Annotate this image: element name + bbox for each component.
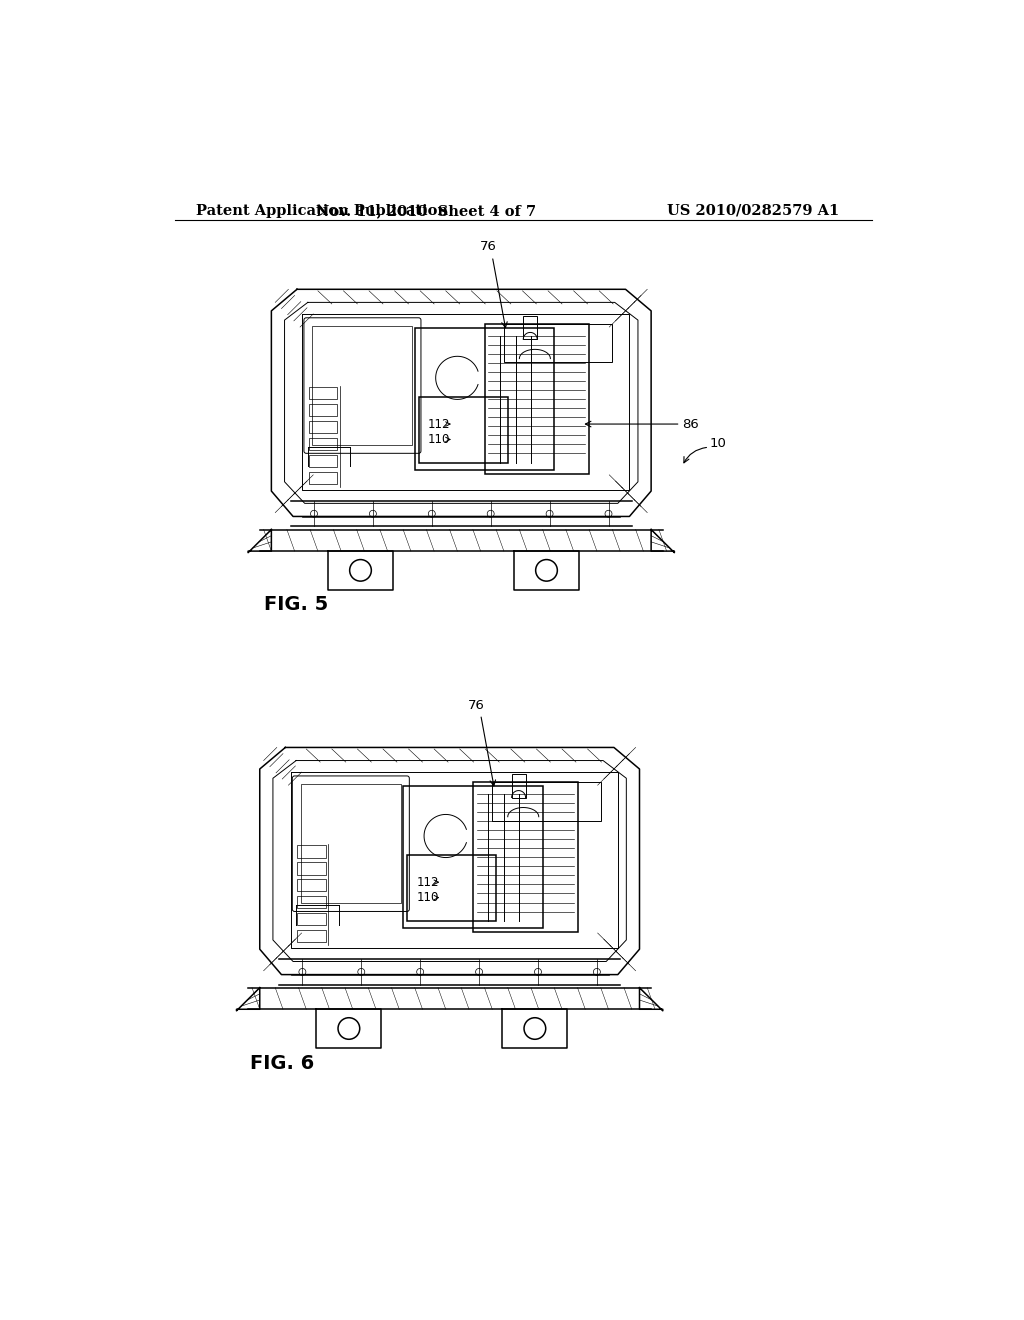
Bar xyxy=(308,471,337,484)
Text: 76: 76 xyxy=(480,240,497,253)
Bar xyxy=(301,784,400,903)
Text: 76: 76 xyxy=(468,698,485,711)
Bar xyxy=(407,855,496,921)
Text: 110: 110 xyxy=(417,891,438,904)
Bar xyxy=(297,913,326,925)
Bar xyxy=(512,775,525,797)
Bar xyxy=(297,879,326,891)
Text: 110: 110 xyxy=(428,433,451,446)
Bar xyxy=(308,387,337,400)
Bar xyxy=(308,421,337,433)
Bar xyxy=(297,862,326,875)
Bar xyxy=(308,455,337,467)
Bar xyxy=(419,397,508,462)
Text: US 2010/0282579 A1: US 2010/0282579 A1 xyxy=(667,203,839,218)
Text: 112: 112 xyxy=(417,875,439,888)
Bar xyxy=(484,323,589,474)
Bar xyxy=(523,317,538,339)
Bar xyxy=(493,781,601,821)
Bar xyxy=(308,438,337,450)
Bar xyxy=(297,929,326,942)
Bar xyxy=(297,896,326,908)
Text: FIG. 6: FIG. 6 xyxy=(251,1053,314,1073)
Bar xyxy=(415,327,554,470)
Text: 112: 112 xyxy=(428,417,451,430)
Bar xyxy=(297,845,326,858)
Text: Nov. 11, 2010  Sheet 4 of 7: Nov. 11, 2010 Sheet 4 of 7 xyxy=(316,203,537,218)
Bar xyxy=(504,323,612,363)
Bar xyxy=(312,326,413,445)
Text: 86: 86 xyxy=(682,417,698,430)
Text: Patent Application Publication: Patent Application Publication xyxy=(197,203,449,218)
Text: FIG. 5: FIG. 5 xyxy=(263,595,328,615)
Bar xyxy=(308,404,337,416)
Bar xyxy=(403,785,543,928)
Text: 10: 10 xyxy=(710,437,726,450)
Bar xyxy=(473,781,578,932)
